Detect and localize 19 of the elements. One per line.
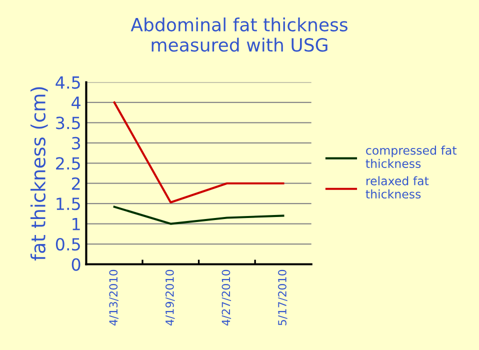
chart-title: Abdominal fat thickness measured with USG — [130, 18, 348, 52]
y-tick-label: 0.5 — [56, 238, 80, 251]
x-tick-label: 5/17/2010 — [278, 270, 288, 326]
x-tick-label: 4/27/2010 — [222, 270, 232, 326]
y-tick-label: 4 — [72, 96, 80, 109]
y-tick-label: 3.5 — [56, 116, 80, 130]
legend-label: relaxed fat thickness — [366, 176, 429, 199]
y-tick-label: 1.5 — [56, 198, 80, 210]
y-tick-label: 2 — [72, 177, 80, 190]
y-tick-label: 2.5 — [56, 157, 80, 170]
legend-label: compressed fat thickness — [366, 146, 457, 168]
y-tick-label: 1 — [72, 218, 80, 230]
y-tick-label: 3 — [72, 136, 80, 150]
line-series — [113, 206, 284, 225]
x-tick-label: 4/13/2010 — [109, 270, 118, 326]
y-tick-label: 0 — [72, 258, 80, 271]
y-tick-label: 4.5 — [56, 76, 80, 89]
y-axis-title: fat thickness (cm) — [30, 87, 48, 260]
x-tick-label: 4/19/2010 — [165, 270, 175, 326]
